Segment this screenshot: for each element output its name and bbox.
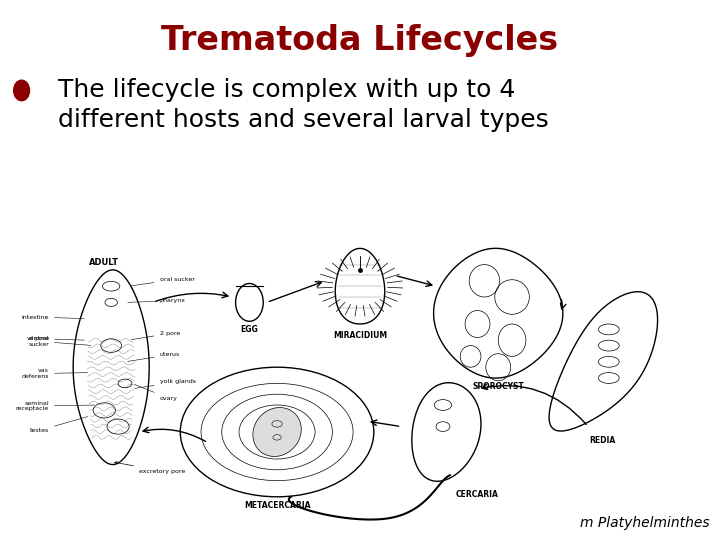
Text: ventral
sucker: ventral sucker <box>27 336 91 347</box>
Text: pharynx: pharynx <box>127 299 186 303</box>
Polygon shape <box>433 248 563 378</box>
Text: intestine: intestine <box>22 315 84 320</box>
Text: vas
deferens: vas deferens <box>22 368 88 379</box>
Text: ovary: ovary <box>135 384 177 401</box>
Polygon shape <box>253 408 301 456</box>
Text: MIRACIDIUM: MIRACIDIUM <box>333 330 387 340</box>
Text: excretory pore: excretory pore <box>114 462 185 474</box>
Polygon shape <box>549 292 657 431</box>
Text: uterus: uterus <box>127 353 180 361</box>
Text: Trematoda Lifecycles: Trematoda Lifecycles <box>161 24 559 57</box>
Text: d pore: d pore <box>29 336 84 341</box>
Text: SPOROCYST: SPOROCYST <box>472 382 524 391</box>
Text: seminal
receptacle: seminal receptacle <box>16 401 94 411</box>
Text: 2 pore: 2 pore <box>131 331 180 340</box>
Text: REDIA: REDIA <box>589 436 615 445</box>
Text: ADULT: ADULT <box>89 258 120 267</box>
Text: EGG: EGG <box>240 325 258 334</box>
Text: m Platyhelminthes: m Platyhelminthes <box>580 516 709 530</box>
Polygon shape <box>73 270 149 464</box>
Polygon shape <box>336 248 384 324</box>
Text: The lifecycle is complex with up to 4: The lifecycle is complex with up to 4 <box>58 78 515 102</box>
Text: CERCARIA: CERCARIA <box>456 490 499 499</box>
Ellipse shape <box>14 80 30 100</box>
Text: different hosts and several larval types: different hosts and several larval types <box>58 108 549 132</box>
Polygon shape <box>412 383 481 481</box>
Text: oral sucker: oral sucker <box>131 277 194 286</box>
Text: METACERCARIA: METACERCARIA <box>244 501 310 510</box>
Text: yolk glands: yolk glands <box>135 380 196 388</box>
Text: testes: testes <box>30 416 88 433</box>
